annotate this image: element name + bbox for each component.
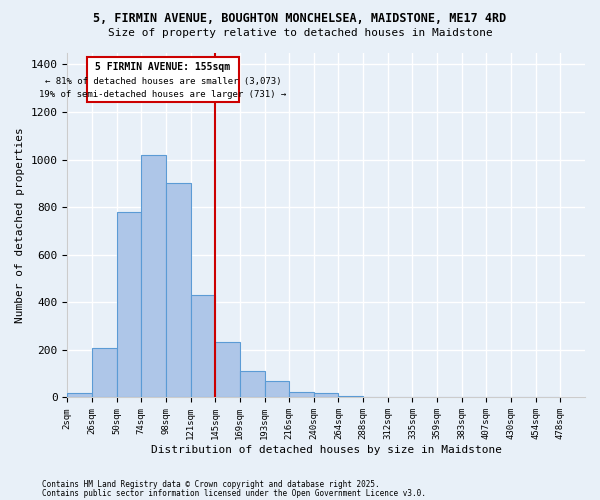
Text: 19% of semi-detached houses are larger (731) →: 19% of semi-detached houses are larger (…	[39, 90, 286, 98]
FancyBboxPatch shape	[87, 58, 239, 102]
X-axis label: Distribution of detached houses by size in Maidstone: Distribution of detached houses by size …	[151, 445, 502, 455]
Bar	[240, 372, 265, 398]
Bar	[215, 342, 240, 398]
Text: Size of property relative to detached houses in Maidstone: Size of property relative to detached ho…	[107, 28, 493, 38]
Text: 5 FIRMIN AVENUE: 155sqm: 5 FIRMIN AVENUE: 155sqm	[95, 62, 230, 72]
Bar	[141, 155, 166, 398]
Text: 5, FIRMIN AVENUE, BOUGHTON MONCHELSEA, MAIDSTONE, ME17 4RD: 5, FIRMIN AVENUE, BOUGHTON MONCHELSEA, M…	[94, 12, 506, 26]
Bar	[92, 348, 116, 398]
Bar	[191, 295, 215, 398]
Bar	[67, 392, 92, 398]
Bar	[338, 396, 363, 398]
Bar	[265, 381, 289, 398]
Bar	[166, 184, 191, 398]
Text: ← 81% of detached houses are smaller (3,073): ← 81% of detached houses are smaller (3,…	[44, 76, 281, 86]
Text: Contains public sector information licensed under the Open Government Licence v3: Contains public sector information licen…	[42, 490, 426, 498]
Y-axis label: Number of detached properties: Number of detached properties	[15, 127, 25, 323]
Text: Contains HM Land Registry data © Crown copyright and database right 2025.: Contains HM Land Registry data © Crown c…	[42, 480, 380, 489]
Bar	[289, 392, 314, 398]
Bar	[116, 212, 141, 398]
Bar	[314, 392, 338, 398]
